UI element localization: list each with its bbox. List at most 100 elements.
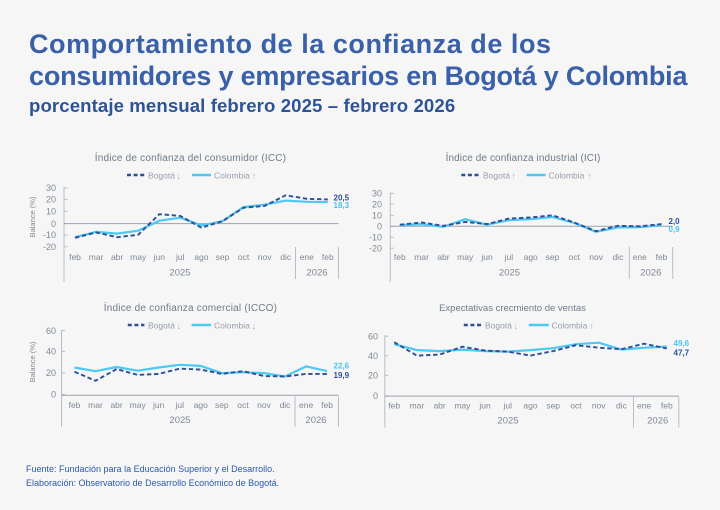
svg-text:nov: nov: [257, 400, 271, 410]
svg-text:jun: jun: [152, 400, 165, 410]
svg-text:↑: ↑: [590, 321, 595, 331]
svg-text:↓: ↓: [177, 321, 182, 331]
svg-text:↑: ↑: [252, 171, 256, 181]
svg-text:0: 0: [51, 219, 56, 229]
svg-text:ago: ago: [194, 400, 208, 410]
svg-text:may: may: [454, 401, 471, 411]
svg-text:Balance (%): Balance (%): [28, 196, 37, 237]
svg-text:ago: ago: [194, 252, 208, 262]
svg-text:2025: 2025: [499, 268, 520, 279]
svg-text:abr: abr: [437, 252, 449, 262]
svg-text:↑: ↑: [587, 171, 592, 181]
svg-text:0: 0: [377, 222, 382, 232]
svg-text:2026: 2026: [640, 268, 661, 279]
svg-text:oct: oct: [570, 401, 582, 411]
svg-text:2,0: 2,0: [669, 217, 681, 226]
svg-text:40: 40: [46, 347, 56, 357]
svg-text:-20: -20: [369, 243, 382, 253]
svg-text:mar: mar: [88, 400, 103, 410]
svg-text:dic: dic: [612, 252, 624, 262]
svg-text:60: 60: [46, 326, 56, 336]
svg-text:Índice de confianza comercial: Índice de confianza comercial (ICCO): [104, 301, 277, 314]
svg-text:20: 20: [368, 371, 378, 381]
svg-text:Expectativas crecmiento de ven: Expectativas crecmiento de ventas: [439, 303, 586, 314]
svg-text:-20: -20: [43, 242, 56, 252]
svg-text:nov: nov: [592, 401, 606, 411]
svg-text:0: 0: [51, 390, 56, 400]
svg-text:30: 30: [46, 183, 56, 193]
svg-text:abr: abr: [111, 252, 123, 262]
svg-text:may: may: [130, 400, 147, 410]
svg-text:oct: oct: [238, 252, 250, 262]
svg-text:19,9: 19,9: [334, 371, 350, 380]
svg-text:Colombia: Colombia: [552, 320, 588, 330]
svg-text:18,3: 18,3: [334, 201, 350, 210]
svg-text:oct: oct: [569, 252, 581, 262]
svg-text:Colombia: Colombia: [214, 170, 250, 180]
svg-text:dic: dic: [280, 400, 292, 410]
svg-text:0: 0: [373, 391, 378, 401]
svg-text:2026: 2026: [647, 416, 668, 427]
svg-text:-10: -10: [43, 230, 56, 240]
svg-text:sep: sep: [215, 400, 229, 410]
svg-text:dic: dic: [280, 252, 292, 262]
svg-text:sep: sep: [546, 252, 560, 262]
svg-text:jul: jul: [175, 252, 185, 262]
svg-text:jun: jun: [478, 401, 491, 411]
svg-text:20: 20: [46, 368, 56, 378]
svg-text:sep: sep: [216, 252, 230, 262]
svg-text:30: 30: [372, 189, 382, 199]
svg-text:jul: jul: [175, 400, 185, 410]
svg-text:Bogotá: Bogotá: [483, 170, 510, 180]
svg-text:feb: feb: [69, 400, 81, 410]
svg-text:-10: -10: [369, 233, 382, 243]
svg-text:↓: ↓: [514, 321, 519, 331]
svg-text:ene: ene: [299, 400, 313, 410]
svg-text:feb: feb: [656, 252, 668, 262]
svg-text:jul: jul: [503, 401, 513, 411]
svg-text:2025: 2025: [497, 416, 518, 427]
svg-text:abr: abr: [433, 401, 445, 411]
svg-text:Índice de confianza del consum: Índice de confianza del consumidor (ICC): [95, 151, 286, 164]
svg-text:20: 20: [372, 199, 382, 209]
svg-text:Colombia: Colombia: [214, 320, 250, 330]
svg-text:oct: oct: [237, 400, 249, 410]
svg-text:47,7: 47,7: [674, 349, 690, 358]
svg-text:may: may: [130, 252, 147, 262]
svg-text:jun: jun: [480, 252, 493, 262]
svg-text:Bogotá: Bogotá: [485, 320, 512, 330]
svg-text:abr: abr: [110, 400, 122, 410]
svg-text:Bogotá: Bogotá: [148, 170, 175, 180]
svg-text:2026: 2026: [306, 268, 327, 279]
svg-text:2025: 2025: [169, 415, 190, 426]
svg-text:2026: 2026: [305, 415, 326, 426]
svg-text:feb: feb: [321, 400, 333, 410]
svg-text:10: 10: [46, 207, 56, 217]
svg-text:ago: ago: [524, 252, 538, 262]
svg-text:mar: mar: [410, 401, 425, 411]
svg-text:ene: ene: [300, 252, 314, 262]
svg-text:feb: feb: [394, 252, 406, 262]
svg-text:ene: ene: [637, 401, 651, 411]
svg-text:feb: feb: [69, 252, 81, 262]
svg-text:ago: ago: [523, 401, 537, 411]
svg-text:dic: dic: [616, 401, 628, 411]
svg-text:nov: nov: [258, 252, 272, 262]
svg-text:22,6: 22,6: [334, 362, 350, 371]
svg-text:0,9: 0,9: [669, 225, 681, 234]
svg-text:Bogotá: Bogotá: [148, 320, 175, 330]
svg-text:49,6: 49,6: [674, 339, 690, 348]
svg-text:ene: ene: [633, 252, 647, 262]
svg-text:feb: feb: [388, 401, 400, 411]
svg-text:Índice de confianza industrial: Índice de confianza industrial (ICI): [446, 151, 601, 164]
svg-text:10: 10: [372, 211, 382, 221]
svg-text:Colombia: Colombia: [549, 170, 585, 180]
svg-text:feb: feb: [661, 401, 673, 411]
svg-text:jul: jul: [504, 252, 514, 262]
svg-text:2025: 2025: [169, 268, 190, 279]
svg-text:20: 20: [46, 195, 56, 205]
svg-text:↓: ↓: [177, 171, 182, 181]
svg-text:Balance (%): Balance (%): [28, 341, 37, 382]
svg-text:jun: jun: [153, 252, 166, 262]
svg-text:↑: ↑: [512, 171, 517, 181]
